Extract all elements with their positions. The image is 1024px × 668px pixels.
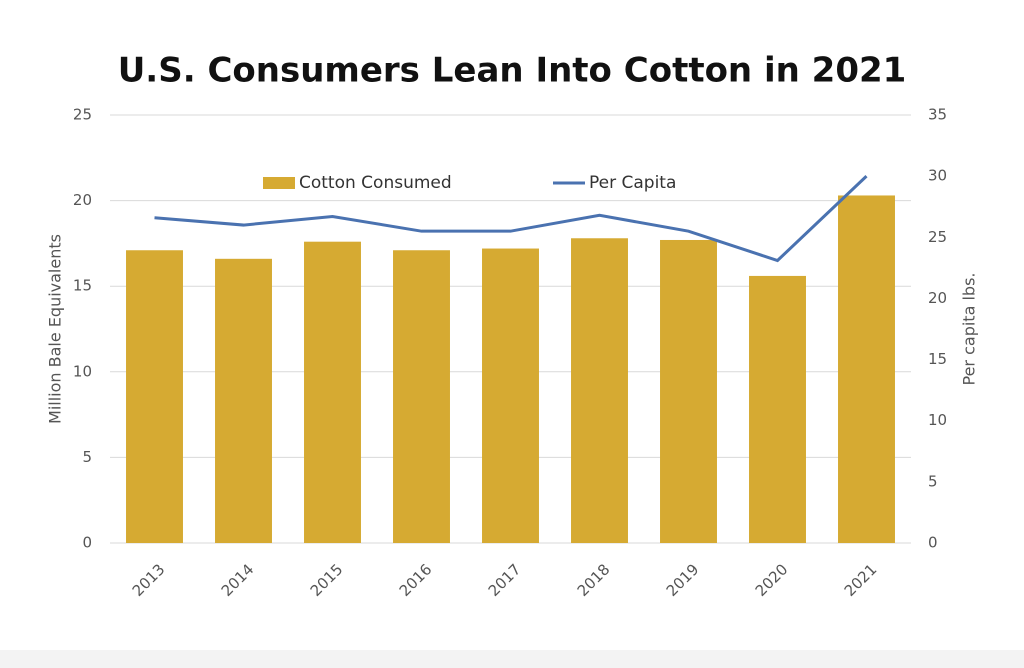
y2-tick-label: 0: [928, 534, 938, 552]
y-tick-label: 0: [82, 534, 92, 552]
y2-tick-label: 30: [928, 167, 947, 185]
y-axis-title: Million Bale Equivalents: [46, 234, 65, 424]
bar: [393, 250, 450, 544]
y2-tick-label: 15: [928, 350, 947, 368]
legend-swatch: [263, 177, 295, 189]
y2-axis-title: Per capita lbs.: [960, 273, 979, 386]
y-tick-label: 5: [82, 448, 92, 466]
y2-tick-label: 25: [928, 228, 947, 246]
y2-tick-label: 10: [928, 411, 947, 429]
bar: [304, 241, 361, 544]
bar: [126, 250, 183, 544]
line: [154, 175, 868, 263]
x-tick-label: 2015: [307, 560, 347, 600]
y2-tick-label: 20: [928, 289, 947, 307]
y-tick-label: 10: [73, 362, 92, 380]
bar: [215, 258, 272, 543]
y-tick-label: 15: [73, 277, 92, 295]
x-tick-label: 2014: [218, 560, 258, 600]
y2-tick-label: 5: [928, 472, 938, 490]
legend-label: Cotton Consumed: [299, 173, 452, 193]
y2-tick-label: 35: [928, 106, 947, 124]
bar: [749, 275, 806, 543]
bottom-strip: [0, 650, 1024, 668]
x-tick-label: 2020: [752, 560, 792, 600]
x-tick-label: 2013: [129, 560, 169, 600]
x-tick-label: 2021: [841, 560, 881, 600]
bar: [571, 238, 628, 544]
y-tick-label: 20: [73, 191, 92, 209]
x-tick-label: 2018: [574, 560, 614, 600]
x-tick-label: 2017: [485, 560, 525, 600]
bar: [838, 195, 895, 544]
x-tick-label: 2019: [663, 560, 703, 600]
legend-label: Per Capita: [589, 173, 676, 193]
x-tick-label: 2016: [396, 560, 436, 600]
bar: [660, 239, 717, 543]
y-tick-label: 25: [73, 106, 92, 124]
chart-title: U.S. Consumers Lean Into Cotton in 2021: [118, 51, 907, 91]
bar: [482, 248, 539, 543]
